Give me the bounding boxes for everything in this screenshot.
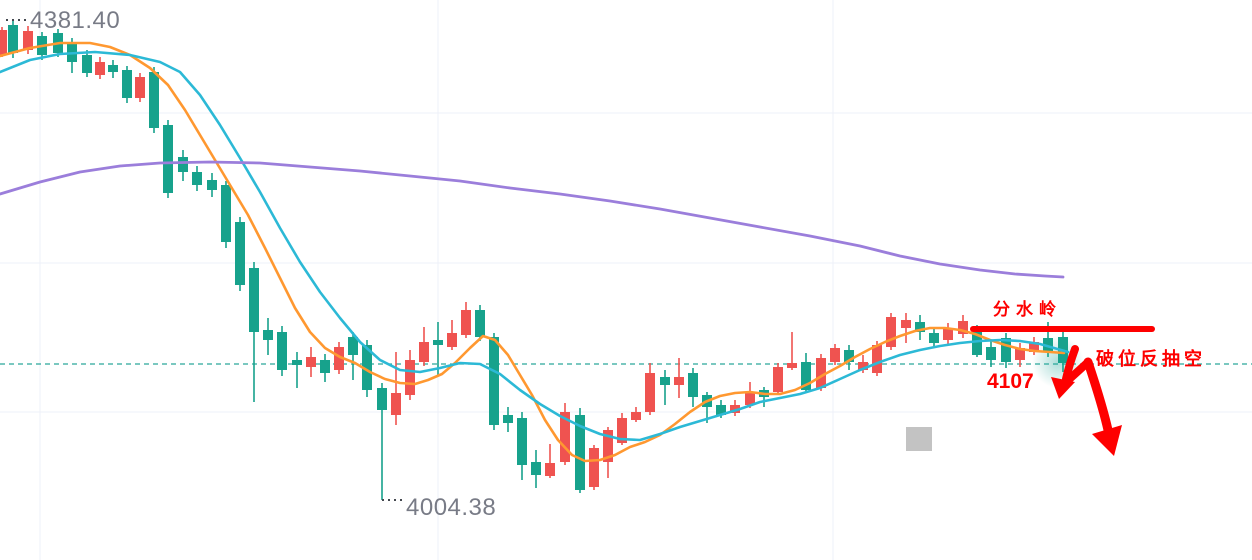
breakdown-annotation: 破位反抽空 [1096,349,1206,369]
watermark-square [906,427,932,451]
ma-fast-orange [0,41,1066,463]
label-leader-dots [6,19,404,501]
watershed-annotation: 分水岭 [993,300,1062,319]
low-price-label: 4004.38 [406,494,497,521]
breakdown-arrow [1051,345,1122,456]
support-price-annotation: 4107 [987,370,1034,393]
ma-mid-cyan [0,50,1070,442]
high-price-label: 4381.40 [30,7,121,34]
ma-slow-purple [0,160,1065,279]
